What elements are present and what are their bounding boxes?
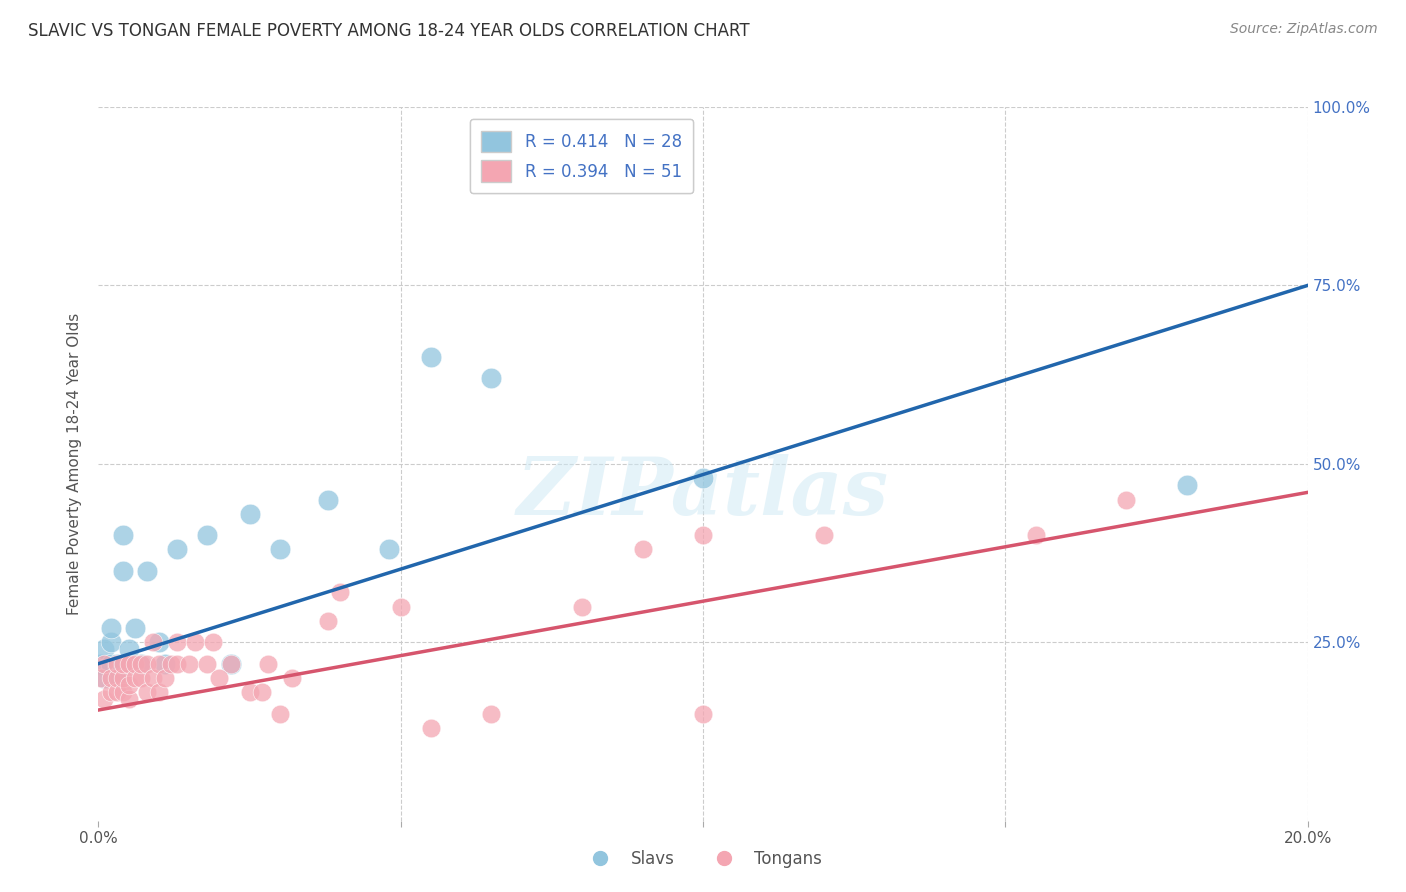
Point xyxy=(105,657,128,671)
Point xyxy=(111,657,134,671)
Point xyxy=(105,671,128,685)
Point xyxy=(153,657,176,671)
Point xyxy=(179,657,201,671)
Point xyxy=(118,642,141,657)
Y-axis label: Female Poverty Among 18-24 Year Olds: Female Poverty Among 18-24 Year Olds xyxy=(67,313,83,615)
Text: Source: ZipAtlas.com: Source: ZipAtlas.com xyxy=(1230,22,1378,37)
Point xyxy=(118,657,141,671)
Point xyxy=(250,685,273,699)
Point xyxy=(269,542,291,557)
Point xyxy=(90,671,112,685)
Point xyxy=(195,528,218,542)
Point xyxy=(100,657,122,671)
Point xyxy=(208,671,231,685)
Point xyxy=(111,671,134,685)
Point xyxy=(111,528,134,542)
Point xyxy=(118,692,141,706)
Point xyxy=(692,471,714,485)
Legend: R = 0.414   N = 28, R = 0.394   N = 51: R = 0.414 N = 28, R = 0.394 N = 51 xyxy=(470,119,693,194)
Point xyxy=(813,528,835,542)
Point xyxy=(93,671,115,685)
Point xyxy=(105,671,128,685)
Point xyxy=(1115,492,1137,507)
Point xyxy=(111,685,134,699)
Legend: Slavs, Tongans: Slavs, Tongans xyxy=(576,844,830,875)
Point xyxy=(129,657,152,671)
Point xyxy=(142,671,165,685)
Point xyxy=(93,642,115,657)
Point xyxy=(420,721,443,735)
Point xyxy=(631,542,654,557)
Point xyxy=(135,657,157,671)
Point xyxy=(124,621,146,635)
Point xyxy=(135,564,157,578)
Point xyxy=(160,657,183,671)
Point xyxy=(256,657,278,671)
Point xyxy=(195,657,218,671)
Point xyxy=(1024,528,1046,542)
Point xyxy=(148,685,170,699)
Point xyxy=(93,657,115,671)
Point xyxy=(420,350,443,364)
Point xyxy=(142,635,165,649)
Point xyxy=(93,692,115,706)
Point xyxy=(329,585,352,599)
Point xyxy=(1175,478,1198,492)
Point xyxy=(90,657,112,671)
Point xyxy=(100,621,122,635)
Point xyxy=(269,706,291,721)
Point xyxy=(239,685,262,699)
Point xyxy=(100,671,122,685)
Point xyxy=(481,706,503,721)
Text: SLAVIC VS TONGAN FEMALE POVERTY AMONG 18-24 YEAR OLDS CORRELATION CHART: SLAVIC VS TONGAN FEMALE POVERTY AMONG 18… xyxy=(28,22,749,40)
Point xyxy=(221,657,243,671)
Point xyxy=(377,542,399,557)
Point xyxy=(135,685,157,699)
Text: ZIPatlas: ZIPatlas xyxy=(517,454,889,531)
Point xyxy=(166,657,188,671)
Point xyxy=(105,685,128,699)
Point xyxy=(111,564,134,578)
Point xyxy=(124,671,146,685)
Point xyxy=(129,671,152,685)
Point xyxy=(100,685,122,699)
Point xyxy=(202,635,225,649)
Point xyxy=(100,635,122,649)
Point xyxy=(692,706,714,721)
Point xyxy=(481,371,503,385)
Point xyxy=(239,507,262,521)
Point xyxy=(124,657,146,671)
Point xyxy=(221,657,243,671)
Point xyxy=(105,657,128,671)
Point xyxy=(118,678,141,692)
Point xyxy=(316,492,339,507)
Point xyxy=(281,671,304,685)
Point xyxy=(571,599,593,614)
Point xyxy=(166,542,188,557)
Point xyxy=(692,528,714,542)
Point xyxy=(389,599,412,614)
Point xyxy=(148,657,170,671)
Point xyxy=(166,635,188,649)
Point xyxy=(118,657,141,671)
Point xyxy=(148,635,170,649)
Point xyxy=(153,671,176,685)
Point xyxy=(316,614,339,628)
Point xyxy=(129,657,152,671)
Point xyxy=(184,635,207,649)
